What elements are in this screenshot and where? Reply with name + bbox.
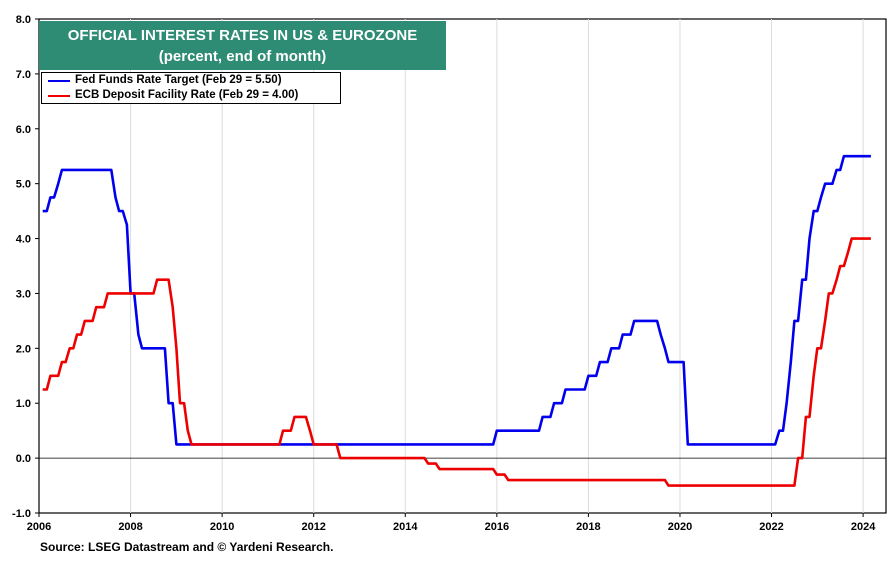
x-tick-label-2: 2010 [210, 521, 234, 533]
legend-swatch-fed [48, 80, 70, 82]
y-tick-label-9: 8.0 [16, 14, 31, 26]
legend-item-ecb: ECB Deposit Facility Rate (Feb 29 = 4.00… [42, 88, 340, 103]
y-tick-label-2: 1.0 [16, 398, 31, 410]
x-tick-label-3: 2012 [301, 521, 325, 533]
axis-ticks: -1.0 0.0 1.0 2.0 3.0 4.0 5.0 6.0 7.0 8.0 2006 2008 2… [12, 14, 876, 533]
legend-label-ecb: ECB Deposit Facility Rate (Feb 29 = 4.00… [75, 89, 299, 101]
series-layer [42, 154, 871, 487]
series-line-0 [42, 154, 871, 446]
series-line-1 [42, 237, 871, 487]
chart-title-box: OFFICIAL INTEREST RATES IN US & EUROZONE… [39, 21, 446, 70]
legend-swatch-ecb [48, 95, 70, 97]
x-tick-label-6: 2018 [576, 521, 600, 533]
y-tick-label-0: -1.0 [12, 508, 31, 520]
x-tick-label-5: 2016 [485, 521, 509, 533]
x-tick-label-8: 2022 [759, 521, 783, 533]
y-tick-label-1: 0.0 [16, 453, 31, 465]
y-tick-label-4: 3.0 [16, 288, 31, 300]
y-tick-label-7: 6.0 [16, 124, 31, 136]
x-tick-label-0: 2006 [27, 521, 51, 533]
y-tick-label-8: 7.0 [16, 69, 31, 81]
x-tick-label-1: 2008 [118, 521, 142, 533]
source-note: Source: LSEG Datastream and © Yardeni Re… [40, 540, 334, 554]
y-tick-label-3: 2.0 [16, 343, 31, 355]
x-tick-label-9: 2024 [851, 521, 876, 533]
legend-label-fed: Fed Funds Rate Target (Feb 29 = 5.50) [75, 74, 282, 86]
y-tick-label-6: 5.0 [16, 179, 31, 191]
chart-subtitle: (percent, end of month) [158, 48, 327, 65]
chart-title: OFFICIAL INTEREST RATES IN US & EUROZONE [67, 27, 418, 44]
x-tick-label-4: 2014 [393, 521, 418, 533]
x-tick-label-7: 2020 [668, 521, 692, 533]
y-tick-label-5: 4.0 [16, 234, 31, 246]
legend-item-fed: Fed Funds Rate Target (Feb 29 = 5.50) [42, 73, 340, 88]
legend: Fed Funds Rate Target (Feb 29 = 5.50) EC… [41, 72, 341, 104]
